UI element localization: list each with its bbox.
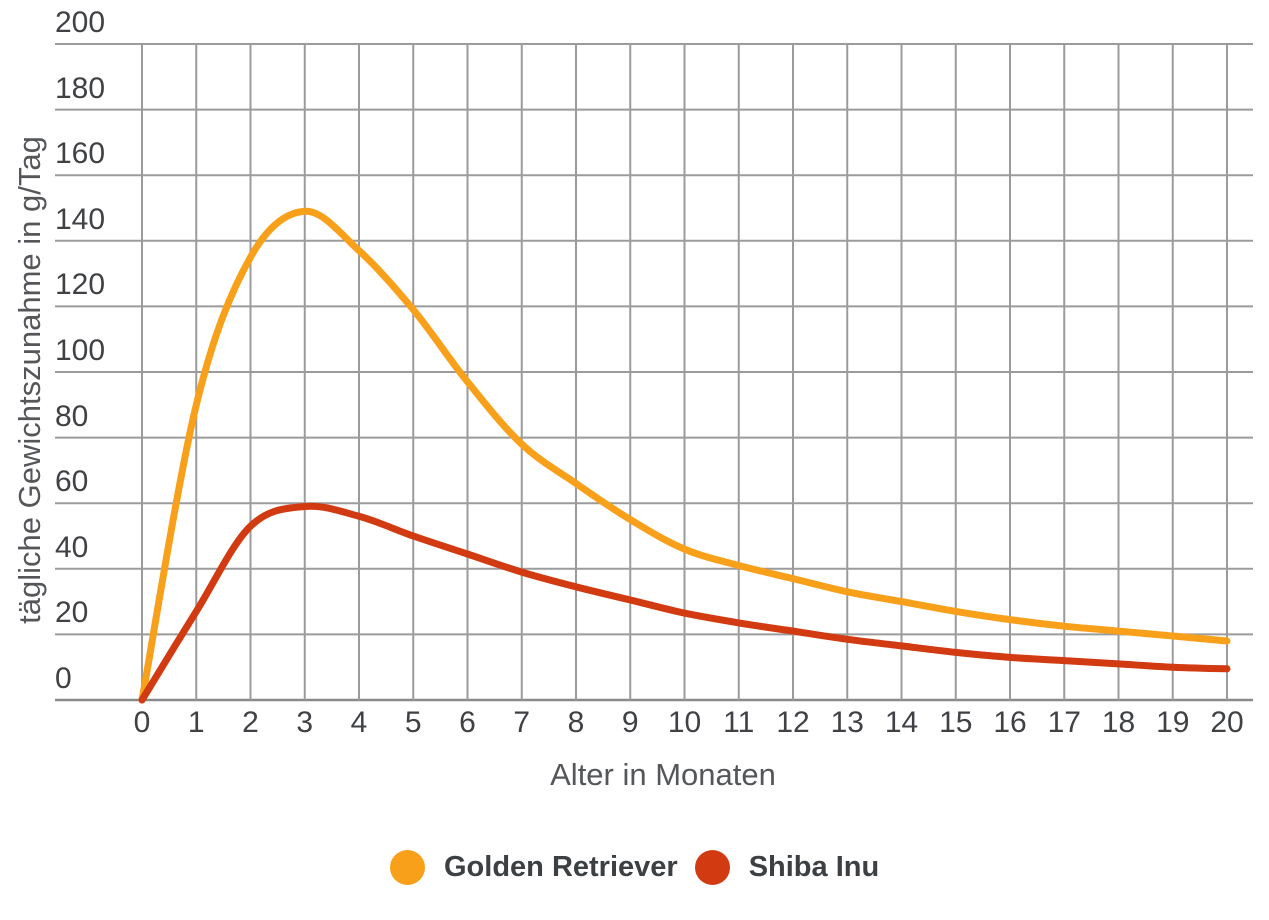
x-tick-label: 7 [513, 706, 531, 739]
y-tick-label: 80 [55, 399, 89, 433]
legend-swatch-shiba-inu-icon [694, 850, 730, 885]
series-line-shiba-inu [138, 502, 1231, 704]
x-tick-label: 8 [567, 706, 585, 739]
x-tick-label: 20 [1210, 706, 1244, 739]
legend-swatch-golden-retriever-icon [390, 850, 425, 885]
x-tick-label: 12 [776, 706, 810, 739]
legend-label-golden-retriever: Golden Retriever [444, 851, 678, 883]
x-tick-label: 14 [884, 706, 919, 739]
y-tick-label: 100 [55, 334, 106, 367]
x-tick-label: 4 [350, 706, 368, 739]
x-axis-title: Alter in Monaten [550, 757, 776, 792]
x-tick-label: 9 [621, 706, 639, 739]
x-tick-label: 17 [1047, 706, 1081, 739]
y-tick-label: 0 [55, 662, 72, 695]
y-tick-label: 200 [55, 6, 106, 39]
y-tick-label: 60 [55, 465, 89, 499]
x-tick-label: 6 [459, 706, 476, 739]
y-axis-title: tägliche Gewichtszunahme in g/Tag [12, 136, 47, 624]
y-tick-label: 120 [55, 268, 106, 302]
series-line-golden-retriever [138, 207, 1231, 704]
y-tick-label: 20 [55, 596, 89, 630]
legend-label-shiba-inu: Shiba Inu [748, 851, 880, 883]
y-tick-label: 160 [55, 137, 106, 171]
legend: Golden Retriever Shiba Inu [390, 850, 879, 885]
y-tick-label: 140 [55, 202, 106, 236]
x-tick-label: 18 [1101, 706, 1136, 739]
x-tick-label: 0 [133, 706, 151, 739]
x-tick-label: 3 [296, 706, 314, 739]
y-tick-label: 40 [55, 530, 89, 564]
x-tick-label: 16 [993, 706, 1027, 739]
x-tick-label: 5 [404, 706, 422, 739]
x-tick-label: 13 [830, 706, 864, 739]
x-tick-label: 19 [1156, 706, 1190, 739]
x-tick-label: 1 [187, 706, 205, 739]
x-tick-label: 15 [939, 706, 973, 739]
x-tick-label: 10 [667, 706, 702, 739]
legend-item-golden-retriever: Golden Retriever [390, 850, 678, 885]
x-tick-label: 2 [242, 706, 259, 739]
y-tick-label: 180 [55, 71, 106, 105]
x-tick-label: 11 [723, 706, 755, 739]
legend-item-shiba-inu: Shiba Inu [694, 850, 880, 885]
